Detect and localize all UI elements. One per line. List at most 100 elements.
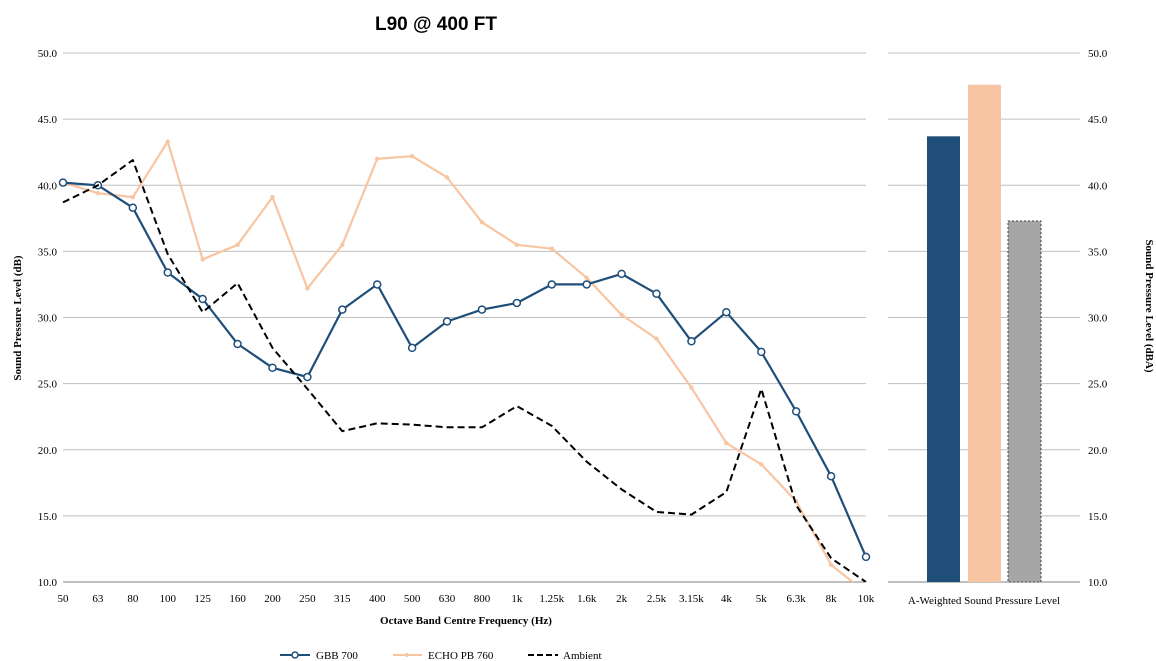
point-gbb-700	[826, 471, 836, 481]
point-gbb-700	[198, 294, 207, 304]
point-echo-pb-760	[95, 190, 101, 196]
line-series	[58, 139, 871, 582]
point-gbb-700	[652, 289, 661, 298]
line-ambient	[62, 159, 867, 582]
point-echo-pb-760	[305, 286, 310, 291]
point-gbb-700	[617, 269, 626, 279]
x-tick-label: 160	[229, 593, 246, 605]
line-echo-pb-760	[62, 140, 855, 582]
point-echo-pb-760	[654, 336, 659, 341]
point-gbb-700	[582, 280, 591, 289]
main-x-tick-labels: 50 63 80 100 125 160 200 250 315 400 500 630 800 1k 1.…	[58, 593, 875, 605]
point-echo-pb-760	[724, 440, 729, 446]
legend-label-echo: ECHO PB 760	[428, 650, 494, 661]
main-gridlines	[63, 52, 866, 583]
point-echo-pb-760	[409, 153, 415, 159]
point-gbb-700	[791, 407, 801, 416]
point-gbb-700	[372, 280, 382, 289]
y-tick-label: 45.0	[38, 114, 58, 126]
point-echo-pb-760	[479, 220, 485, 225]
x-tick-label: 315	[334, 593, 351, 605]
point-echo-pb-760	[689, 385, 694, 390]
x-axis-title: Octave Band Centre Frequency (Hz)	[380, 615, 552, 627]
point-echo-pb-760	[375, 156, 380, 161]
legend-label-ambient: Ambient	[563, 650, 602, 661]
bar-series	[927, 84, 1042, 583]
point-gbb-700	[407, 343, 417, 353]
point-echo-pb-760	[619, 312, 624, 318]
point-gbb-700	[128, 203, 138, 212]
y-tick-label: 35.0	[38, 246, 58, 258]
point-gbb-700	[442, 317, 452, 326]
x-tick-label: 50	[58, 593, 70, 605]
x-tick-label: 1k	[511, 593, 523, 605]
main-y-tick-labels: 10.0 15.0 20.0 25.0 30.0 35.0 40.0 45.0 50.0	[38, 48, 58, 589]
point-echo-pb-760	[514, 242, 520, 247]
point-gbb-700	[722, 307, 731, 317]
point-echo-pb-760	[549, 246, 554, 251]
y-tick-label: 15.0	[38, 511, 58, 523]
y-tick-label: 20.0	[38, 445, 58, 457]
x-tick-label: 10k	[858, 593, 875, 605]
y-tick-label: 10.0	[38, 577, 58, 589]
bar-y-tick-label: 15.0	[1088, 511, 1108, 523]
x-tick-label: 4k	[721, 593, 733, 605]
x-tick-label: 125	[194, 593, 211, 605]
chart-title: L90 @ 400 FT	[375, 14, 497, 35]
bar-y-tick-label: 30.0	[1088, 313, 1108, 325]
y-tick-label: 40.0	[38, 180, 58, 192]
point-gbb-700	[512, 298, 522, 308]
point-echo-pb-760	[200, 257, 205, 262]
x-tick-label: 630	[439, 593, 456, 605]
point-echo-pb-760	[759, 462, 764, 467]
bar-y-tick-labels: 10.0 15.0 20.0 25.0 30.0 35.0 40.0 45.0 50.0	[1088, 48, 1108, 589]
point-gbb-700	[268, 363, 277, 373]
series-echo-pb-760	[60, 139, 855, 582]
x-tick-label: 2k	[616, 593, 628, 605]
bar-y-tick-label: 40.0	[1088, 180, 1108, 192]
x-tick-label: 200	[264, 593, 281, 605]
point-echo-pb-760	[340, 242, 345, 247]
point-gbb-700	[303, 372, 312, 382]
bar-y-axis-title: Sound Pressure Level (dBA)	[1143, 239, 1155, 372]
series-ambient	[62, 159, 867, 582]
x-tick-label: 800	[474, 593, 491, 605]
point-echo-pb-760	[444, 175, 450, 180]
x-tick-label: 6.3k	[787, 593, 807, 605]
x-tick-label: 8k	[826, 593, 838, 605]
legend-item-echo: ECHO PB 760	[393, 650, 494, 661]
x-tick-label: 1.6k	[577, 593, 597, 605]
legend-label-gbb700: GBB 700	[316, 650, 358, 661]
y-axis-title: Sound Pressure Level (dB)	[12, 255, 24, 381]
point-gbb-700	[547, 280, 557, 289]
bar-y-tick-label: 45.0	[1088, 114, 1108, 126]
y-tick-label: 50.0	[38, 48, 58, 60]
x-tick-label: 400	[369, 593, 386, 605]
point-echo-pb-760	[828, 562, 834, 568]
x-tick-label: 500	[404, 593, 421, 605]
x-tick-label: 80	[127, 593, 139, 605]
point-gbb-700	[477, 305, 487, 314]
x-tick-label: 63	[92, 593, 104, 605]
legend-item-gbb700: GBB 700	[280, 650, 358, 661]
x-tick-label: 250	[299, 593, 316, 605]
point-gbb-700	[233, 339, 242, 349]
x-tick-label: 5k	[756, 593, 768, 605]
point-echo-pb-760	[270, 194, 275, 200]
x-tick-label: 100	[159, 593, 176, 605]
bar-gbb-700	[927, 136, 960, 582]
bar-y-tick-label: 10.0	[1088, 577, 1108, 589]
x-tick-label: 1.25k	[539, 593, 564, 605]
point-echo-pb-760	[235, 242, 240, 247]
point-echo-pb-760	[584, 275, 589, 281]
legend: GBB 700 ECHO PB 760 Ambient	[280, 650, 602, 661]
point-gbb-700	[163, 268, 172, 277]
point-echo-pb-760	[165, 139, 170, 144]
point-gbb-700	[338, 305, 347, 314]
x-tick-label: 3.15k	[679, 593, 704, 605]
bar-echo-pb-760	[968, 84, 1001, 583]
bar-y-tick-label: 35.0	[1088, 246, 1108, 258]
y-tick-label: 25.0	[38, 379, 58, 391]
series-gbb-700	[58, 178, 871, 562]
